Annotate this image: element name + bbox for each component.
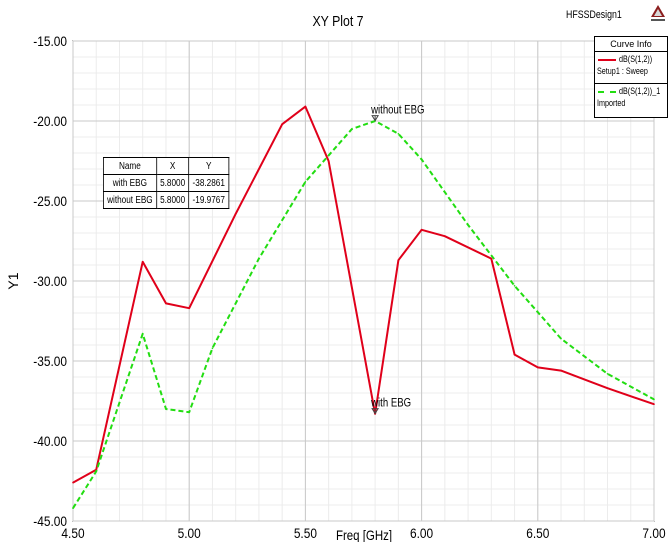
marker-name: with EBG [103, 174, 157, 192]
legend-entry-desc: Imported [597, 98, 626, 108]
y-tick-label: -20.00 [33, 113, 67, 129]
table-row: without EBG 5.8000 -19.9767 [103, 191, 230, 209]
design-name: HFSSDesign1 [566, 9, 622, 21]
x-tick-label: 4.50 [61, 525, 84, 541]
legend-entry-name: dB(S(1,2))_1 [619, 86, 661, 96]
data-point [165, 302, 167, 305]
marker-x: 5.8000 [155, 191, 190, 209]
data-point [72, 481, 74, 484]
data-point [72, 507, 74, 510]
chart-title: XY Plot 7 [312, 13, 363, 29]
x-axis-label: Freq [GHz] [336, 527, 392, 542]
y-axis-label: Y1 [5, 272, 21, 289]
marker-symbol [371, 408, 380, 415]
data-point [211, 347, 214, 350]
marker-label: with EBG [370, 397, 411, 410]
legend-entry-name: dB(S(1,2)) [619, 54, 653, 64]
legend-entry[interactable]: dB(S(1,2)) Setup1 : Sweep [595, 52, 667, 83]
marker-symbol [371, 115, 380, 122]
x-tick-label: 7.00 [642, 525, 665, 541]
marker-table-header: Name X Y [103, 157, 230, 175]
legend-swatch-dashed [598, 91, 616, 93]
y-tick-label: -15.00 [33, 33, 67, 49]
x-axis: 4.50 5.00 5.50 6.00 6.50 7.00 [61, 525, 665, 541]
data-point [234, 213, 237, 215]
data-point [513, 285, 516, 287]
data-point [560, 369, 562, 372]
data-point [537, 366, 539, 369]
legend-title: Curve Info [595, 37, 667, 52]
data-point [490, 257, 493, 260]
x-tick-label: 5.00 [178, 525, 201, 541]
y-tick-label: -45.00 [33, 513, 67, 529]
data-point [444, 235, 446, 237]
marker-y: -38.2861 [188, 174, 230, 192]
y-tick-label: -30.00 [33, 273, 67, 289]
marker-x: 5.8000 [155, 174, 190, 192]
marker-name: without EBG [103, 191, 157, 209]
y-axis: -15.00 -20.00 -25.00 -30.00 -35.00 -40.00 -45.… [33, 33, 67, 529]
ansoft-logo-icon [651, 5, 665, 21]
data-point [397, 133, 400, 135]
y-tick-label: -35.00 [33, 353, 67, 369]
data-point [606, 387, 609, 390]
data-point [95, 470, 98, 473]
legend-swatch-solid [598, 59, 616, 61]
data-point [560, 337, 562, 340]
data-point [141, 333, 144, 335]
data-point [141, 261, 144, 263]
y-tick-label: -40.00 [33, 433, 67, 449]
header-name: Name [103, 157, 157, 175]
data-point [513, 353, 516, 356]
data-point [327, 160, 330, 162]
header-x: X [155, 157, 190, 175]
data-point [188, 307, 190, 310]
table-row: with EBG 5.8000 -38.2861 [103, 174, 230, 192]
legend-entry[interactable]: dB(S(1,2))_1 Imported [595, 83, 667, 115]
marker-table: Name X Y with EBG 5.8000 -38.2861 withou… [103, 157, 230, 209]
data-point [304, 105, 307, 108]
data-point [165, 408, 167, 410]
x-tick-label: 6.00 [410, 525, 433, 541]
x-tick-label: 5.50 [294, 525, 317, 541]
data-point [397, 259, 400, 262]
data-point [258, 257, 260, 260]
x-tick-label: 6.50 [526, 525, 549, 541]
data-point [351, 128, 353, 130]
data-point [188, 411, 190, 414]
data-point [420, 158, 423, 161]
data-point [281, 123, 283, 125]
data-point [653, 403, 655, 406]
data-point [467, 224, 469, 226]
marker-y: -19.9767 [188, 191, 230, 209]
marker-label: without EBG [370, 104, 424, 117]
header-y: Y [188, 157, 230, 175]
legend-entry-desc: Setup1 : Sweep [597, 66, 648, 76]
data-point [304, 181, 307, 183]
legend: Curve Info dB(S(1,2)) Setup1 : Sweep dB(… [594, 36, 668, 118]
data-point [653, 398, 655, 401]
y-tick-label: -25.00 [33, 193, 67, 209]
data-point [420, 229, 423, 231]
data-point [606, 373, 609, 375]
grid-lines [72, 40, 655, 522]
markers-group: without EBG with EBG [370, 104, 424, 415]
